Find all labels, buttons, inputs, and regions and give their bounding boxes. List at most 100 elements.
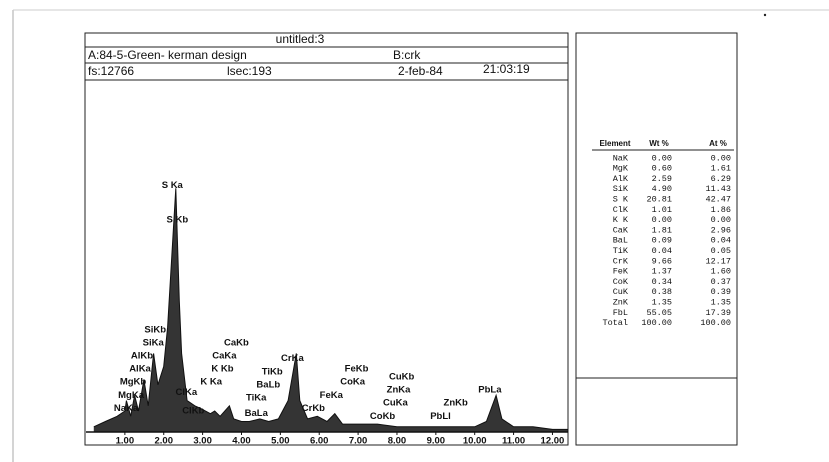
x-tick-label: 3.00 xyxy=(193,436,212,447)
peak-label: AlKa xyxy=(129,364,151,375)
table-cell: 1.01 xyxy=(652,205,672,215)
table-cell: 6.29 xyxy=(711,174,731,184)
date: 2-feb-84 xyxy=(398,64,443,78)
spectrum xyxy=(93,188,568,430)
table-cell: 1.35 xyxy=(652,297,672,307)
table-cell: 1.61 xyxy=(711,164,731,174)
table-cell: MgK xyxy=(613,164,629,174)
table-cell: 0.05 xyxy=(711,246,731,256)
peak-label: ClKb xyxy=(182,406,204,417)
table-cell: 12.17 xyxy=(705,256,731,266)
header-title: untitled:3 xyxy=(276,32,325,46)
table-cell: CrK xyxy=(613,256,629,266)
table-cell: ClK xyxy=(613,205,629,215)
table-cell: S K xyxy=(613,194,629,204)
x-tick-label: 4.00 xyxy=(232,436,251,447)
peak-label: ZnKb xyxy=(444,398,468,409)
table-cell: 0.00 xyxy=(652,215,672,225)
peak-label: CaKb xyxy=(224,337,249,348)
peak-label: MgKb xyxy=(120,377,147,388)
peak-label: FeKb xyxy=(345,364,369,375)
table-cell: FeK xyxy=(613,267,629,277)
time: 21:03:19 xyxy=(483,62,530,76)
peak-label: CaKa xyxy=(212,351,237,362)
table-cell: 0.38 xyxy=(652,287,672,297)
x-tick-label: 2.00 xyxy=(154,436,173,447)
peak-label: AlKb xyxy=(131,351,153,362)
column-header: At % xyxy=(709,139,727,148)
peak-label: CrKb xyxy=(302,403,325,414)
table-cell: 9.66 xyxy=(652,256,672,266)
table-cell: 4.90 xyxy=(652,184,672,194)
peak-label: TiKa xyxy=(246,392,267,403)
x-tick-label: 9.00 xyxy=(427,436,446,447)
table-cell: 0.04 xyxy=(711,236,731,246)
table-cell: 100.00 xyxy=(641,318,672,328)
spectrum-panel xyxy=(84,32,569,446)
table-cell: 1.86 xyxy=(711,205,731,215)
table-cell: 17.39 xyxy=(705,308,731,318)
table: Element Wt % At % NaK 0.00 0.00 MgK 0.60 1.61 AlK… xyxy=(599,139,731,328)
table-cell: 42.47 xyxy=(705,194,731,204)
peak-label: NaKa xyxy=(114,403,139,414)
table-cell: CoK xyxy=(613,277,629,287)
table-cell: TiK xyxy=(613,246,629,256)
x-tick-label: 7.00 xyxy=(349,436,368,447)
peak-label: TiKb xyxy=(262,366,283,377)
speck xyxy=(763,13,767,17)
x-tick-label: 6.00 xyxy=(310,436,329,447)
fs: fs:12766 xyxy=(88,64,134,78)
table-cell: ZnK xyxy=(613,297,629,307)
table-cell: 0.00 xyxy=(711,215,731,225)
column-header: Element xyxy=(599,139,630,148)
table-cell: CuK xyxy=(613,287,629,297)
peak-label: S Ka xyxy=(162,180,184,191)
table-cell: 2.59 xyxy=(652,174,672,184)
table-cell: 100.00 xyxy=(700,318,731,328)
x-tick-label: 10.00 xyxy=(463,436,487,447)
table-cell: Total xyxy=(602,318,628,328)
table-cell: 0.09 xyxy=(652,236,672,246)
table-cell: NaK xyxy=(613,153,629,163)
table-cell: 0.60 xyxy=(652,164,672,174)
table-cell: FbL xyxy=(613,308,628,318)
table-cell: 2.96 xyxy=(711,225,731,235)
peak-label: PbLa xyxy=(478,385,502,396)
table-cell: 0.00 xyxy=(711,153,731,163)
peak-label: BaLb xyxy=(256,379,280,390)
peak-label: K Kb xyxy=(211,364,233,375)
sample-name: A:84-5-Green- kerman design xyxy=(88,48,247,62)
peak-label: SiKb xyxy=(144,324,166,335)
table-cell: 20.81 xyxy=(646,194,672,204)
x-tick-label: 1.00 xyxy=(116,436,135,447)
table-cell: 55.05 xyxy=(646,308,672,318)
spectrum-fill xyxy=(93,188,568,432)
table-cell: 1.60 xyxy=(711,267,731,277)
peak-label: SiKa xyxy=(143,337,165,348)
x-tick-label: 11.00 xyxy=(502,436,525,447)
peak-label: S Kb xyxy=(167,214,189,225)
plot: 1.00 2.00 3.00 4.00 5.00 6.00 7.00 8.00 9.00 10.0… xyxy=(86,180,568,447)
table-cell: BaL xyxy=(613,236,628,246)
table-cell: K K xyxy=(613,215,629,225)
table-cell: CaK xyxy=(613,225,629,235)
peak-label: K Ka xyxy=(200,377,222,388)
x-tick-label: 12.00 xyxy=(541,436,565,447)
table-cell: 1.37 xyxy=(652,267,672,277)
table-panel xyxy=(575,32,738,446)
peak-label: PbLl xyxy=(430,411,451,422)
peak-label: MgKa xyxy=(118,390,145,401)
peak-label: CuKb xyxy=(389,371,415,382)
x-tick-label: 5.00 xyxy=(271,436,290,447)
table-cell: SiK xyxy=(613,184,629,194)
peak-label: ClKa xyxy=(175,387,197,398)
table-cell: 11.43 xyxy=(705,184,731,194)
table-cell: 0.37 xyxy=(711,277,731,287)
peak-label: CrKa xyxy=(281,353,304,364)
table-cell: 0.04 xyxy=(652,246,672,256)
peak-label: CoKa xyxy=(340,377,366,388)
table-cell: 1.81 xyxy=(652,225,672,235)
table-cell: 0.39 xyxy=(711,287,731,297)
